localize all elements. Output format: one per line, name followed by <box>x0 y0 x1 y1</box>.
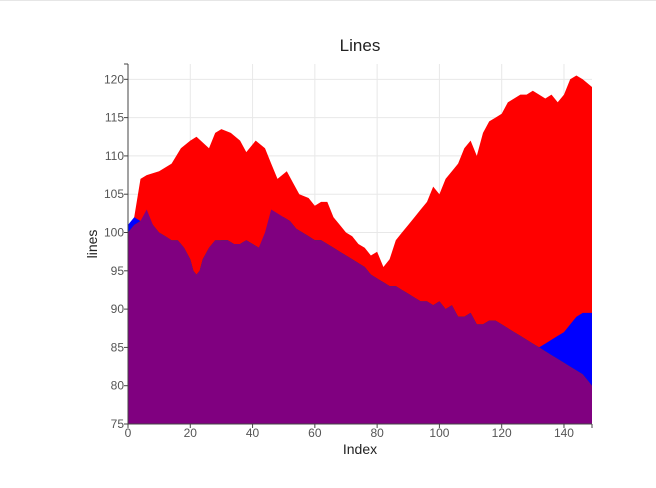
y-tick-label: 90 <box>111 302 125 316</box>
top-divider <box>0 0 656 1</box>
x-tick-label: 20 <box>184 426 198 440</box>
x-tick-label: 120 <box>492 426 512 440</box>
x-tick-label: 140 <box>554 426 574 440</box>
area-series-group <box>128 75 592 424</box>
x-tick-label: 80 <box>370 426 384 440</box>
x-tick-label: 0 <box>125 426 132 440</box>
y-tick-label: 105 <box>104 187 124 201</box>
y-tick-label: 100 <box>104 226 124 240</box>
area-series-4 <box>128 209 592 424</box>
y-tick-label: 75 <box>111 417 125 431</box>
y-tick-label: 120 <box>104 72 124 86</box>
y-tick-label: 80 <box>111 379 125 393</box>
y-tick-label: 110 <box>105 149 124 163</box>
x-tick-label: 40 <box>246 426 260 440</box>
y-tick-label: 95 <box>111 264 125 278</box>
chart-title: Lines <box>339 36 381 55</box>
axes: 75 80 85 90 95 100 105 110 115 120 0 20 40 60 80 100 120… <box>104 63 593 440</box>
x-tick-label: 100 <box>429 426 449 440</box>
y-tick-label: 85 <box>111 340 125 354</box>
y-tick-label: 115 <box>105 111 124 125</box>
x-axis-label: Index <box>342 441 378 457</box>
x-tick-label: 60 <box>308 426 322 440</box>
